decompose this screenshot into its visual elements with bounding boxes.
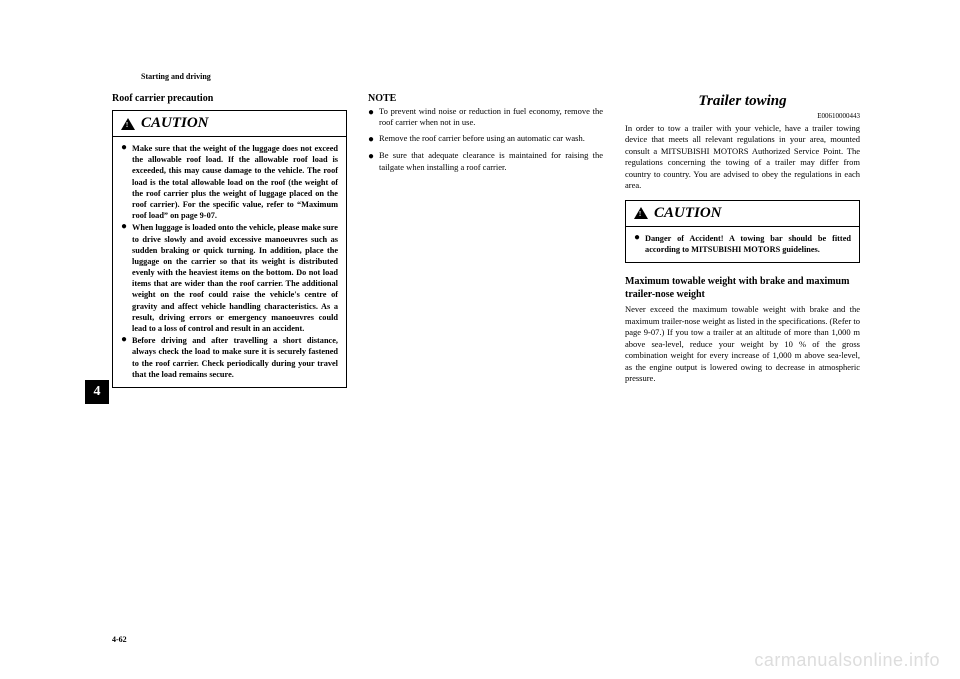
caution-header: ! CAUTION bbox=[626, 201, 859, 227]
watermark: carmanualsonline.info bbox=[754, 650, 940, 671]
bullet-icon: ● bbox=[634, 233, 640, 255]
trailer-column: Trailer towing E00610000443 In order to … bbox=[625, 93, 860, 390]
caution-body: ●Danger of Accident! A towing bar should… bbox=[626, 227, 859, 262]
caution-body: ●Make sure that the weight of the luggag… bbox=[113, 137, 346, 387]
caution-label: CAUTION bbox=[654, 205, 722, 222]
running-header: Starting and driving bbox=[141, 72, 211, 81]
warning-triangle-icon: ! bbox=[121, 118, 135, 130]
note-column: NOTE ●To prevent wind noise or reduction… bbox=[368, 93, 603, 177]
page-number: 4-62 bbox=[112, 635, 127, 644]
caution-item: ●When luggage is loaded onto the vehicle… bbox=[121, 222, 338, 334]
trailer-towing-title: Trailer towing bbox=[625, 93, 860, 110]
max-weight-subhead: Maximum towable weight with brake and ma… bbox=[625, 275, 860, 301]
bullet-icon: ● bbox=[121, 335, 127, 380]
warning-triangle-icon: ! bbox=[634, 207, 648, 219]
roof-carrier-precaution-title: Roof carrier precaution bbox=[112, 93, 213, 104]
page: Starting and driving Roof carrier precau… bbox=[0, 0, 960, 679]
bullet-icon: ● bbox=[368, 106, 374, 129]
trailer-paragraph: In order to tow a trailer with your vehi… bbox=[625, 123, 860, 192]
bullet-icon: ● bbox=[368, 150, 374, 173]
note-item: ●Be sure that adequate clearance is main… bbox=[368, 150, 603, 173]
note-item: ●To prevent wind noise or reduction in f… bbox=[368, 106, 603, 129]
bullet-icon: ● bbox=[121, 222, 127, 334]
caution-item: ●Before driving and after travelling a s… bbox=[121, 335, 338, 380]
bullet-icon: ● bbox=[121, 143, 127, 221]
note-item: ●Remove the roof carrier before using an… bbox=[368, 133, 603, 147]
caution-item: ●Danger of Accident! A towing bar should… bbox=[634, 233, 851, 255]
caution-header: ! CAUTION bbox=[113, 111, 346, 137]
bullet-icon: ● bbox=[368, 133, 374, 147]
note-label: NOTE bbox=[368, 93, 603, 104]
caution-box-left: ! CAUTION ●Make sure that the weight of … bbox=[112, 110, 347, 388]
caution-box-right: ! CAUTION ●Danger of Accident! A towing … bbox=[625, 200, 860, 263]
ecode: E00610000443 bbox=[625, 112, 860, 120]
chapter-tab: 4 bbox=[85, 380, 109, 404]
trailer-paragraph: Never exceed the maximum towable weight … bbox=[625, 304, 860, 384]
caution-label: CAUTION bbox=[141, 115, 209, 132]
caution-item: ●Make sure that the weight of the luggag… bbox=[121, 143, 338, 221]
